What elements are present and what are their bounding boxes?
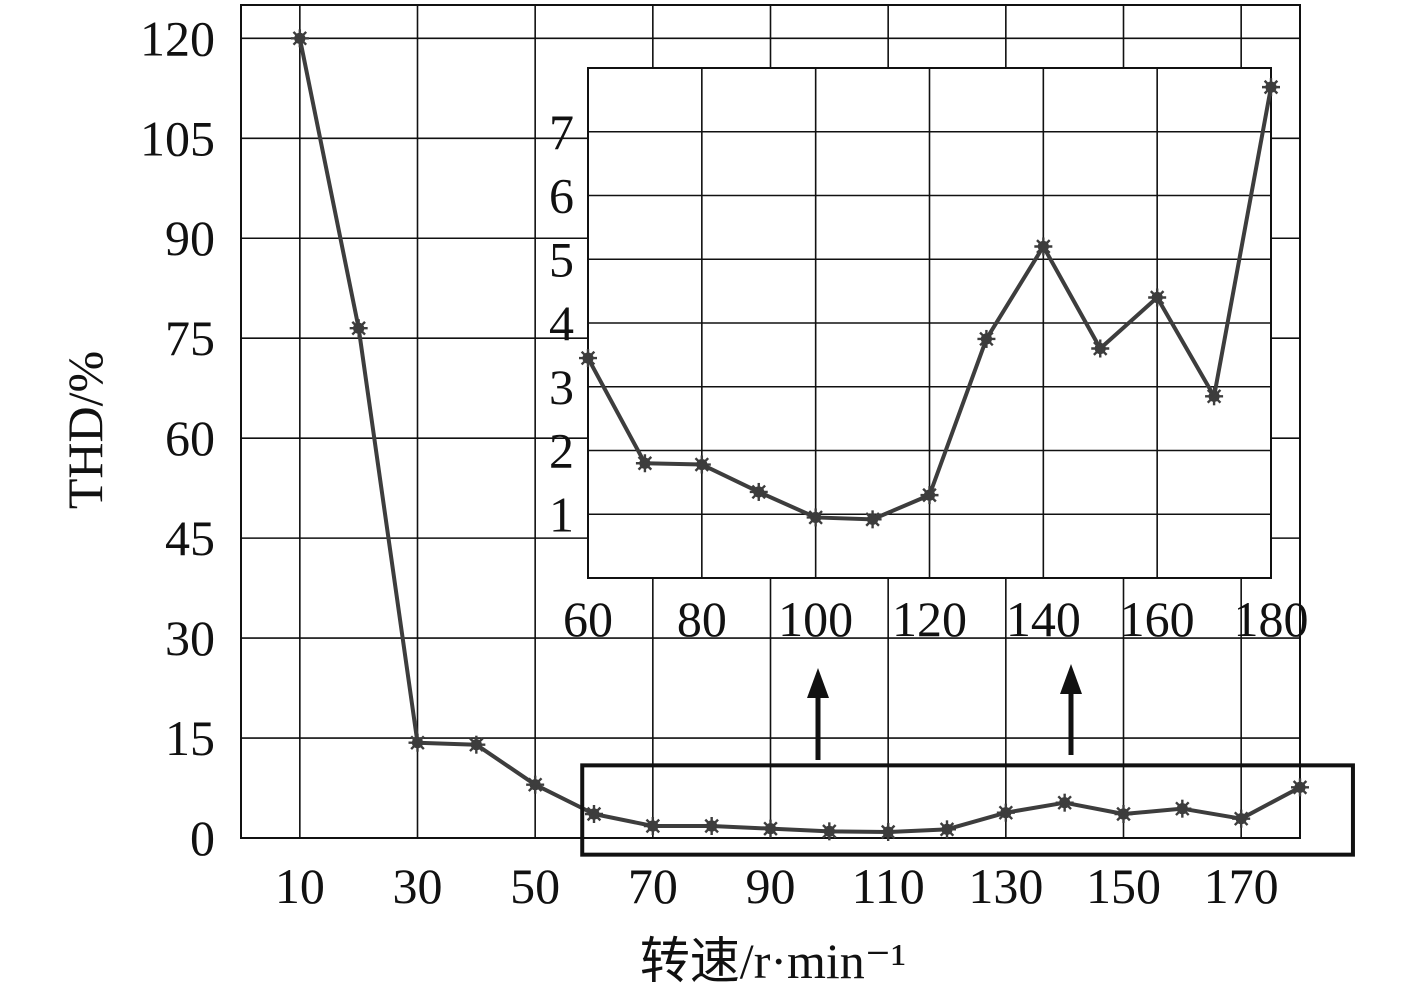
inset-y-tick-label: 4 bbox=[549, 295, 574, 351]
main-data-point bbox=[467, 735, 486, 754]
inset-x-tick-label: 160 bbox=[1120, 591, 1195, 647]
inset-x-tick-label: 60 bbox=[563, 591, 613, 647]
zoom-arrows bbox=[807, 664, 1082, 760]
inset-data-point bbox=[1034, 237, 1053, 256]
main-data-point bbox=[761, 819, 780, 838]
main-data-point bbox=[526, 775, 545, 794]
y-axis-title: THD/% bbox=[57, 351, 113, 509]
main-data-point bbox=[879, 823, 898, 842]
inset-data-point bbox=[749, 482, 768, 501]
main-data-point bbox=[585, 805, 603, 824]
main-x-tick-label: 30 bbox=[393, 858, 443, 914]
main-data-point bbox=[820, 822, 839, 841]
inset-data-point bbox=[1091, 339, 1110, 358]
main-x-tick-label: 130 bbox=[968, 858, 1043, 914]
main-chart-tick-labels: 10 30 50 70 90 110 130 150 170015304560759010512… bbox=[140, 10, 1279, 914]
inset-chart-tick-labels: 60 80 100 120 140 160 180 1 2 3 4 5 6 7 bbox=[549, 104, 1309, 647]
inset-y-tick-label: 5 bbox=[549, 231, 574, 287]
inset-data-point bbox=[692, 455, 711, 474]
main-chart-series bbox=[290, 29, 1309, 842]
inset-data-point bbox=[920, 486, 939, 505]
main-data-point bbox=[1173, 799, 1192, 818]
main-x-tick-label: 10 bbox=[275, 858, 325, 914]
main-y-tick-label: 0 bbox=[190, 810, 215, 866]
inset-data-point bbox=[635, 454, 654, 473]
main-x-tick-label: 150 bbox=[1086, 858, 1161, 914]
main-data-point bbox=[1232, 809, 1251, 828]
inset-x-tick-label: 80 bbox=[677, 591, 727, 647]
inset-chart: 60 80 100 120 140 160 180 1 2 3 4 5 6 7 bbox=[549, 67, 1309, 647]
main-series-line bbox=[297, 37, 1301, 835]
inset-data-point bbox=[806, 508, 825, 527]
inset-y-tick-label: 6 bbox=[549, 168, 574, 224]
main-y-tick-label: 45 bbox=[165, 510, 215, 566]
main-x-tick-label: 70 bbox=[628, 858, 678, 914]
main-data-point bbox=[643, 817, 662, 836]
inset-x-tick-label: 120 bbox=[892, 591, 967, 647]
main-x-tick-label: 90 bbox=[746, 858, 796, 914]
main-x-tick-label: 170 bbox=[1204, 858, 1279, 914]
inset-data-point bbox=[1205, 387, 1224, 406]
main-data-point bbox=[408, 733, 427, 752]
inset-chart-grid bbox=[587, 67, 1272, 579]
inset-data-point bbox=[579, 349, 597, 368]
inset-x-tick-label: 140 bbox=[1006, 591, 1081, 647]
inset-data-point bbox=[1148, 288, 1167, 307]
main-data-point bbox=[1055, 793, 1074, 812]
inset-chart-series bbox=[579, 78, 1280, 529]
x-axis-title: 转速/r·min⁻¹ bbox=[640, 933, 906, 989]
inset-x-tick-label: 180 bbox=[1234, 591, 1309, 647]
inset-data-point bbox=[977, 329, 996, 348]
inset-data-point bbox=[1262, 78, 1280, 97]
main-y-tick-label: 105 bbox=[140, 110, 215, 166]
main-y-tick-label: 90 bbox=[165, 210, 215, 266]
inset-y-tick-label: 1 bbox=[549, 486, 574, 542]
main-data-point bbox=[290, 29, 309, 48]
highlight-box bbox=[580, 763, 1355, 857]
main-y-tick-label: 75 bbox=[165, 310, 215, 366]
main-data-point bbox=[938, 820, 956, 839]
main-y-tick-label: 30 bbox=[165, 610, 215, 666]
main-y-tick-label: 60 bbox=[165, 410, 215, 466]
main-y-tick-label: 120 bbox=[140, 10, 215, 66]
main-data-point bbox=[1291, 778, 1309, 797]
main-data-point bbox=[1114, 805, 1133, 824]
inset-y-tick-label: 7 bbox=[549, 104, 574, 160]
main-x-tick-label: 110 bbox=[852, 858, 925, 914]
inset-y-tick-label: 3 bbox=[549, 359, 574, 415]
inset-data-point bbox=[863, 510, 882, 529]
zoom-arrow-right bbox=[1060, 664, 1082, 755]
main-x-tick-label: 50 bbox=[510, 858, 560, 914]
main-y-tick-label: 15 bbox=[165, 710, 215, 766]
main-data-point bbox=[349, 319, 368, 338]
inset-x-tick-label: 100 bbox=[778, 591, 853, 647]
main-data-point bbox=[996, 803, 1015, 822]
zoom-arrow-left bbox=[807, 668, 829, 760]
inset-y-tick-label: 2 bbox=[549, 423, 574, 479]
main-data-point bbox=[702, 817, 721, 836]
